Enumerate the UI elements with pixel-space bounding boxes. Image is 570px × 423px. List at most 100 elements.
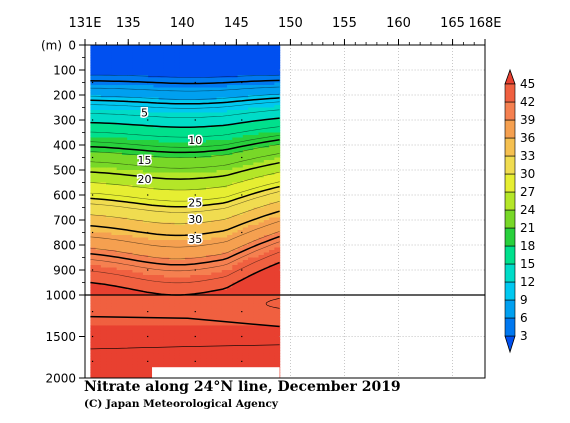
section-cell	[232, 152, 239, 156]
station-dot	[91, 156, 94, 159]
section-cell	[195, 120, 202, 124]
section-cell	[253, 120, 260, 124]
section-cell	[100, 245, 107, 249]
section-cell	[127, 372, 134, 376]
section-cell	[195, 364, 202, 368]
section-cell	[195, 282, 202, 286]
section-cell	[185, 202, 191, 206]
section-cell	[169, 122, 176, 126]
section-cell	[258, 275, 265, 279]
section-cell	[158, 237, 165, 241]
section-cell	[100, 270, 107, 274]
section-cell	[148, 170, 155, 174]
section-cell	[221, 247, 228, 251]
section-cell	[274, 157, 281, 161]
section-cell	[158, 190, 165, 194]
section-cell	[179, 272, 186, 276]
section-cell	[237, 92, 244, 96]
section-cell	[90, 127, 97, 131]
section-cell	[274, 245, 281, 249]
section-cell	[169, 344, 176, 349]
section-cell	[116, 245, 123, 249]
section-cell	[185, 167, 191, 171]
section-cell	[163, 190, 170, 194]
section-cell	[237, 287, 244, 291]
section-cell	[169, 353, 176, 357]
section-cell	[237, 175, 244, 179]
section-cell	[174, 170, 181, 174]
section-cell	[190, 117, 197, 121]
section-cell	[185, 172, 191, 176]
section-cell	[232, 257, 239, 261]
section-cell	[227, 212, 233, 216]
section-cell	[211, 242, 218, 246]
section-cell	[248, 185, 254, 189]
section-cell	[158, 130, 165, 134]
section-cell	[269, 344, 275, 349]
colorbar-label: 42	[520, 95, 535, 109]
section-cell	[90, 372, 97, 376]
section-cell	[200, 122, 207, 126]
section-cell	[242, 364, 249, 368]
section-cell	[174, 77, 181, 81]
section-cell	[121, 57, 128, 61]
section-cell	[127, 137, 134, 141]
section-cell	[269, 280, 275, 284]
section-cell	[148, 257, 155, 261]
section-cell	[121, 187, 128, 191]
section-cell	[153, 112, 160, 116]
section-cell	[248, 70, 254, 74]
section-cell	[269, 358, 275, 362]
section-cell	[211, 257, 218, 261]
section-cell	[263, 328, 270, 332]
section-cell	[195, 306, 202, 310]
section-cell	[237, 102, 244, 106]
section-cell	[200, 225, 207, 229]
section-cell	[142, 262, 149, 266]
section-cell	[90, 267, 97, 271]
section-cell	[258, 353, 265, 357]
section-cell	[242, 132, 249, 136]
section-cell	[221, 115, 228, 119]
section-cell	[137, 300, 144, 304]
section-cell	[221, 200, 228, 204]
section-cell	[116, 55, 123, 59]
section-cell	[200, 361, 207, 365]
section-cell	[211, 167, 218, 171]
section-cell	[242, 235, 249, 239]
section-cell	[111, 180, 118, 184]
section-cell	[127, 260, 134, 264]
section-cell	[253, 135, 260, 139]
section-cell	[111, 87, 118, 91]
section-cell	[227, 230, 233, 234]
section-cell	[195, 237, 202, 241]
section-cell	[248, 182, 254, 186]
section-cell	[232, 47, 239, 51]
section-cell	[90, 277, 97, 281]
section-cell	[216, 155, 223, 159]
section-cell	[158, 102, 165, 106]
section-cell	[142, 200, 149, 204]
section-cell	[100, 222, 107, 226]
section-cell	[90, 200, 97, 204]
station-dot	[147, 81, 149, 84]
section-cell	[100, 130, 107, 134]
section-cell	[242, 350, 249, 354]
section-cell	[111, 155, 118, 159]
section-cell	[163, 75, 170, 79]
section-cell	[127, 70, 134, 74]
section-cell	[232, 290, 239, 294]
section-cell	[248, 122, 254, 126]
section-cell	[121, 232, 128, 236]
section-cell	[127, 240, 134, 244]
section-cell	[221, 160, 228, 164]
section-cell	[127, 202, 134, 206]
section-cell	[227, 97, 233, 101]
section-cell	[106, 75, 113, 79]
section-cell	[206, 336, 212, 340]
section-cell	[153, 162, 160, 166]
section-cell	[216, 140, 223, 144]
section-cell	[148, 265, 155, 269]
section-cell	[174, 135, 181, 139]
section-cell	[153, 297, 160, 302]
